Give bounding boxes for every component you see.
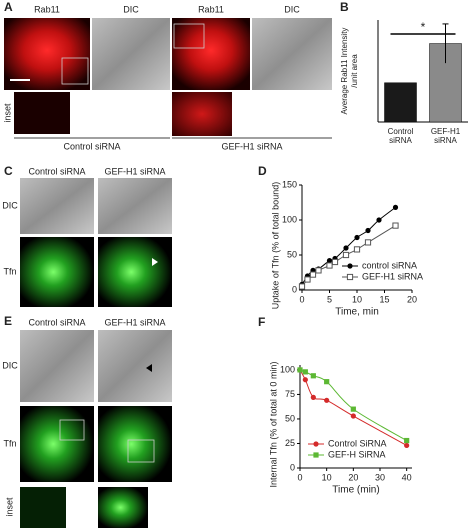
x-tick-label: 20 xyxy=(407,294,417,304)
legend-marker xyxy=(347,263,353,269)
x-tick-label: GEF-H1 siRNA xyxy=(431,127,461,145)
y-axis-label: Uptake of Tfn (% of total bound) xyxy=(270,182,280,309)
point xyxy=(343,245,349,251)
point xyxy=(310,373,316,379)
y-axis-label: Internal Tfn (% of total at 0 min) xyxy=(268,362,278,488)
point xyxy=(350,406,356,412)
column-label: Rab11 xyxy=(34,4,60,14)
column-label: GEF-H1 siRNA xyxy=(104,317,165,327)
point xyxy=(350,413,356,419)
legend-marker xyxy=(313,441,319,447)
y-tick-label: 75 xyxy=(285,389,295,399)
column-label: DIC xyxy=(123,4,139,14)
legend-label: control siRNA xyxy=(362,260,417,270)
column-label: Control siRNA xyxy=(28,166,85,176)
point xyxy=(404,442,410,449)
x-tick-label: 40 xyxy=(402,472,412,482)
x-tick-label: 0 xyxy=(299,294,304,304)
point xyxy=(302,377,308,383)
legend-label: GEF-H SiRNA xyxy=(328,449,386,459)
panel-letter: A xyxy=(4,0,13,14)
group-label: GEF-H1 siRNA xyxy=(221,141,282,151)
column-label: GEF-H1 siRNA xyxy=(104,166,165,176)
y-tick-label: 100 xyxy=(282,214,297,224)
column-label: DIC xyxy=(284,4,300,14)
x-tick-label: 5 xyxy=(327,294,332,304)
row-label: inset xyxy=(2,103,12,123)
legend-marker xyxy=(313,452,319,458)
x-tick-label: 15 xyxy=(379,294,389,304)
point xyxy=(365,227,371,234)
panel-letter: F xyxy=(258,315,265,329)
point xyxy=(315,267,322,274)
x-tick-label: 10 xyxy=(352,294,362,304)
y-tick-label: 50 xyxy=(287,249,297,259)
y-tick-label: 50 xyxy=(285,413,295,423)
point xyxy=(298,283,306,290)
legend-label: GEF-H1 siRNA xyxy=(362,271,423,281)
series-line xyxy=(299,369,407,441)
panel-letter: D xyxy=(258,164,267,178)
point xyxy=(302,369,308,375)
y-tick-label: 0 xyxy=(292,284,297,294)
panel-e-images xyxy=(20,330,172,528)
y-axis-label: Average Rab11 Intensity xyxy=(340,28,349,115)
row-label: Tfn xyxy=(3,438,16,448)
point xyxy=(376,217,382,223)
panel-c-images xyxy=(20,178,172,307)
row-label: inset xyxy=(4,497,14,517)
x-tick-label: 0 xyxy=(297,472,302,482)
point xyxy=(364,239,372,246)
point xyxy=(326,258,333,264)
y-axis-label: /unit area xyxy=(350,54,359,88)
point xyxy=(404,437,410,444)
x-tick-label: 20 xyxy=(348,472,358,482)
row-label: DIC xyxy=(2,360,18,370)
point xyxy=(342,251,350,259)
point xyxy=(324,397,330,403)
legend-label: Control SiRNA xyxy=(328,438,387,448)
column-label: Control siRNA xyxy=(28,317,85,327)
point xyxy=(331,258,339,266)
x-tick-label: Control siRNA xyxy=(388,127,414,145)
point xyxy=(354,234,360,241)
x-tick-label: 10 xyxy=(322,472,332,482)
panel-a-images xyxy=(4,18,332,139)
row-label: DIC xyxy=(2,200,18,210)
point xyxy=(309,271,317,278)
x-axis-label: Time (min) xyxy=(332,485,379,496)
x-axis-label: Time, min xyxy=(335,307,379,318)
legend-marker xyxy=(346,273,354,281)
annotation: * xyxy=(421,20,426,34)
row-label: Tfn xyxy=(3,266,16,276)
point xyxy=(326,262,333,269)
point xyxy=(392,222,399,229)
y-tick-label: 150 xyxy=(282,179,297,189)
y-tick-label: 100 xyxy=(280,364,295,374)
point xyxy=(353,246,361,253)
column-label: Rab11 xyxy=(198,4,224,14)
point xyxy=(310,394,316,400)
panel-letter: C xyxy=(4,164,13,178)
panel-letter: E xyxy=(4,314,12,328)
x-tick-label: 30 xyxy=(375,472,385,482)
point xyxy=(392,204,399,210)
point xyxy=(297,367,303,373)
group-label: Control siRNA xyxy=(63,141,120,151)
point xyxy=(304,276,311,283)
point xyxy=(324,379,330,385)
panel-letter: B xyxy=(340,0,349,14)
y-tick-label: 25 xyxy=(285,438,295,448)
bar xyxy=(384,82,417,123)
y-tick-label: 0 xyxy=(290,462,295,472)
